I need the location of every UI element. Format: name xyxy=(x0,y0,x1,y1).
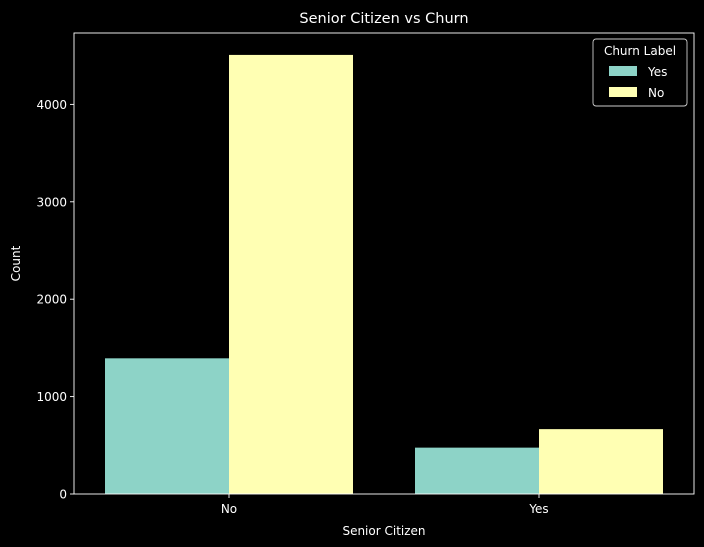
bar-yes-yes xyxy=(415,447,539,494)
x-axis-ticks: No Yes xyxy=(221,494,549,516)
chart-title: Senior Citizen vs Churn xyxy=(299,11,468,27)
y-tick-label: 3000 xyxy=(36,195,67,209)
plot-frame xyxy=(73,32,695,495)
y-axis-label: Count xyxy=(9,245,23,281)
bar-yes-no xyxy=(105,358,229,494)
y-tick-label: 0 xyxy=(59,488,67,502)
legend: Churn Label Yes No xyxy=(592,38,688,107)
legend-label-yes: Yes xyxy=(647,65,667,79)
x-axis-label: Senior Citizen xyxy=(342,524,425,538)
legend-swatch-yes xyxy=(609,66,637,76)
x-tick-label: Yes xyxy=(528,502,548,516)
y-axis-ticks: 0 1000 2000 3000 4000 xyxy=(36,98,74,502)
bar-no-yes xyxy=(539,429,663,494)
legend-title: Churn Label xyxy=(604,44,676,58)
bars-group xyxy=(105,54,663,494)
x-tick-label: No xyxy=(221,502,237,516)
y-tick-label: 4000 xyxy=(36,98,67,112)
legend-label-no: No xyxy=(648,86,664,100)
y-tick-label: 2000 xyxy=(36,293,67,307)
bar-no-no xyxy=(229,54,353,494)
legend-swatch-no xyxy=(609,87,637,97)
y-tick-label: 1000 xyxy=(36,390,67,404)
